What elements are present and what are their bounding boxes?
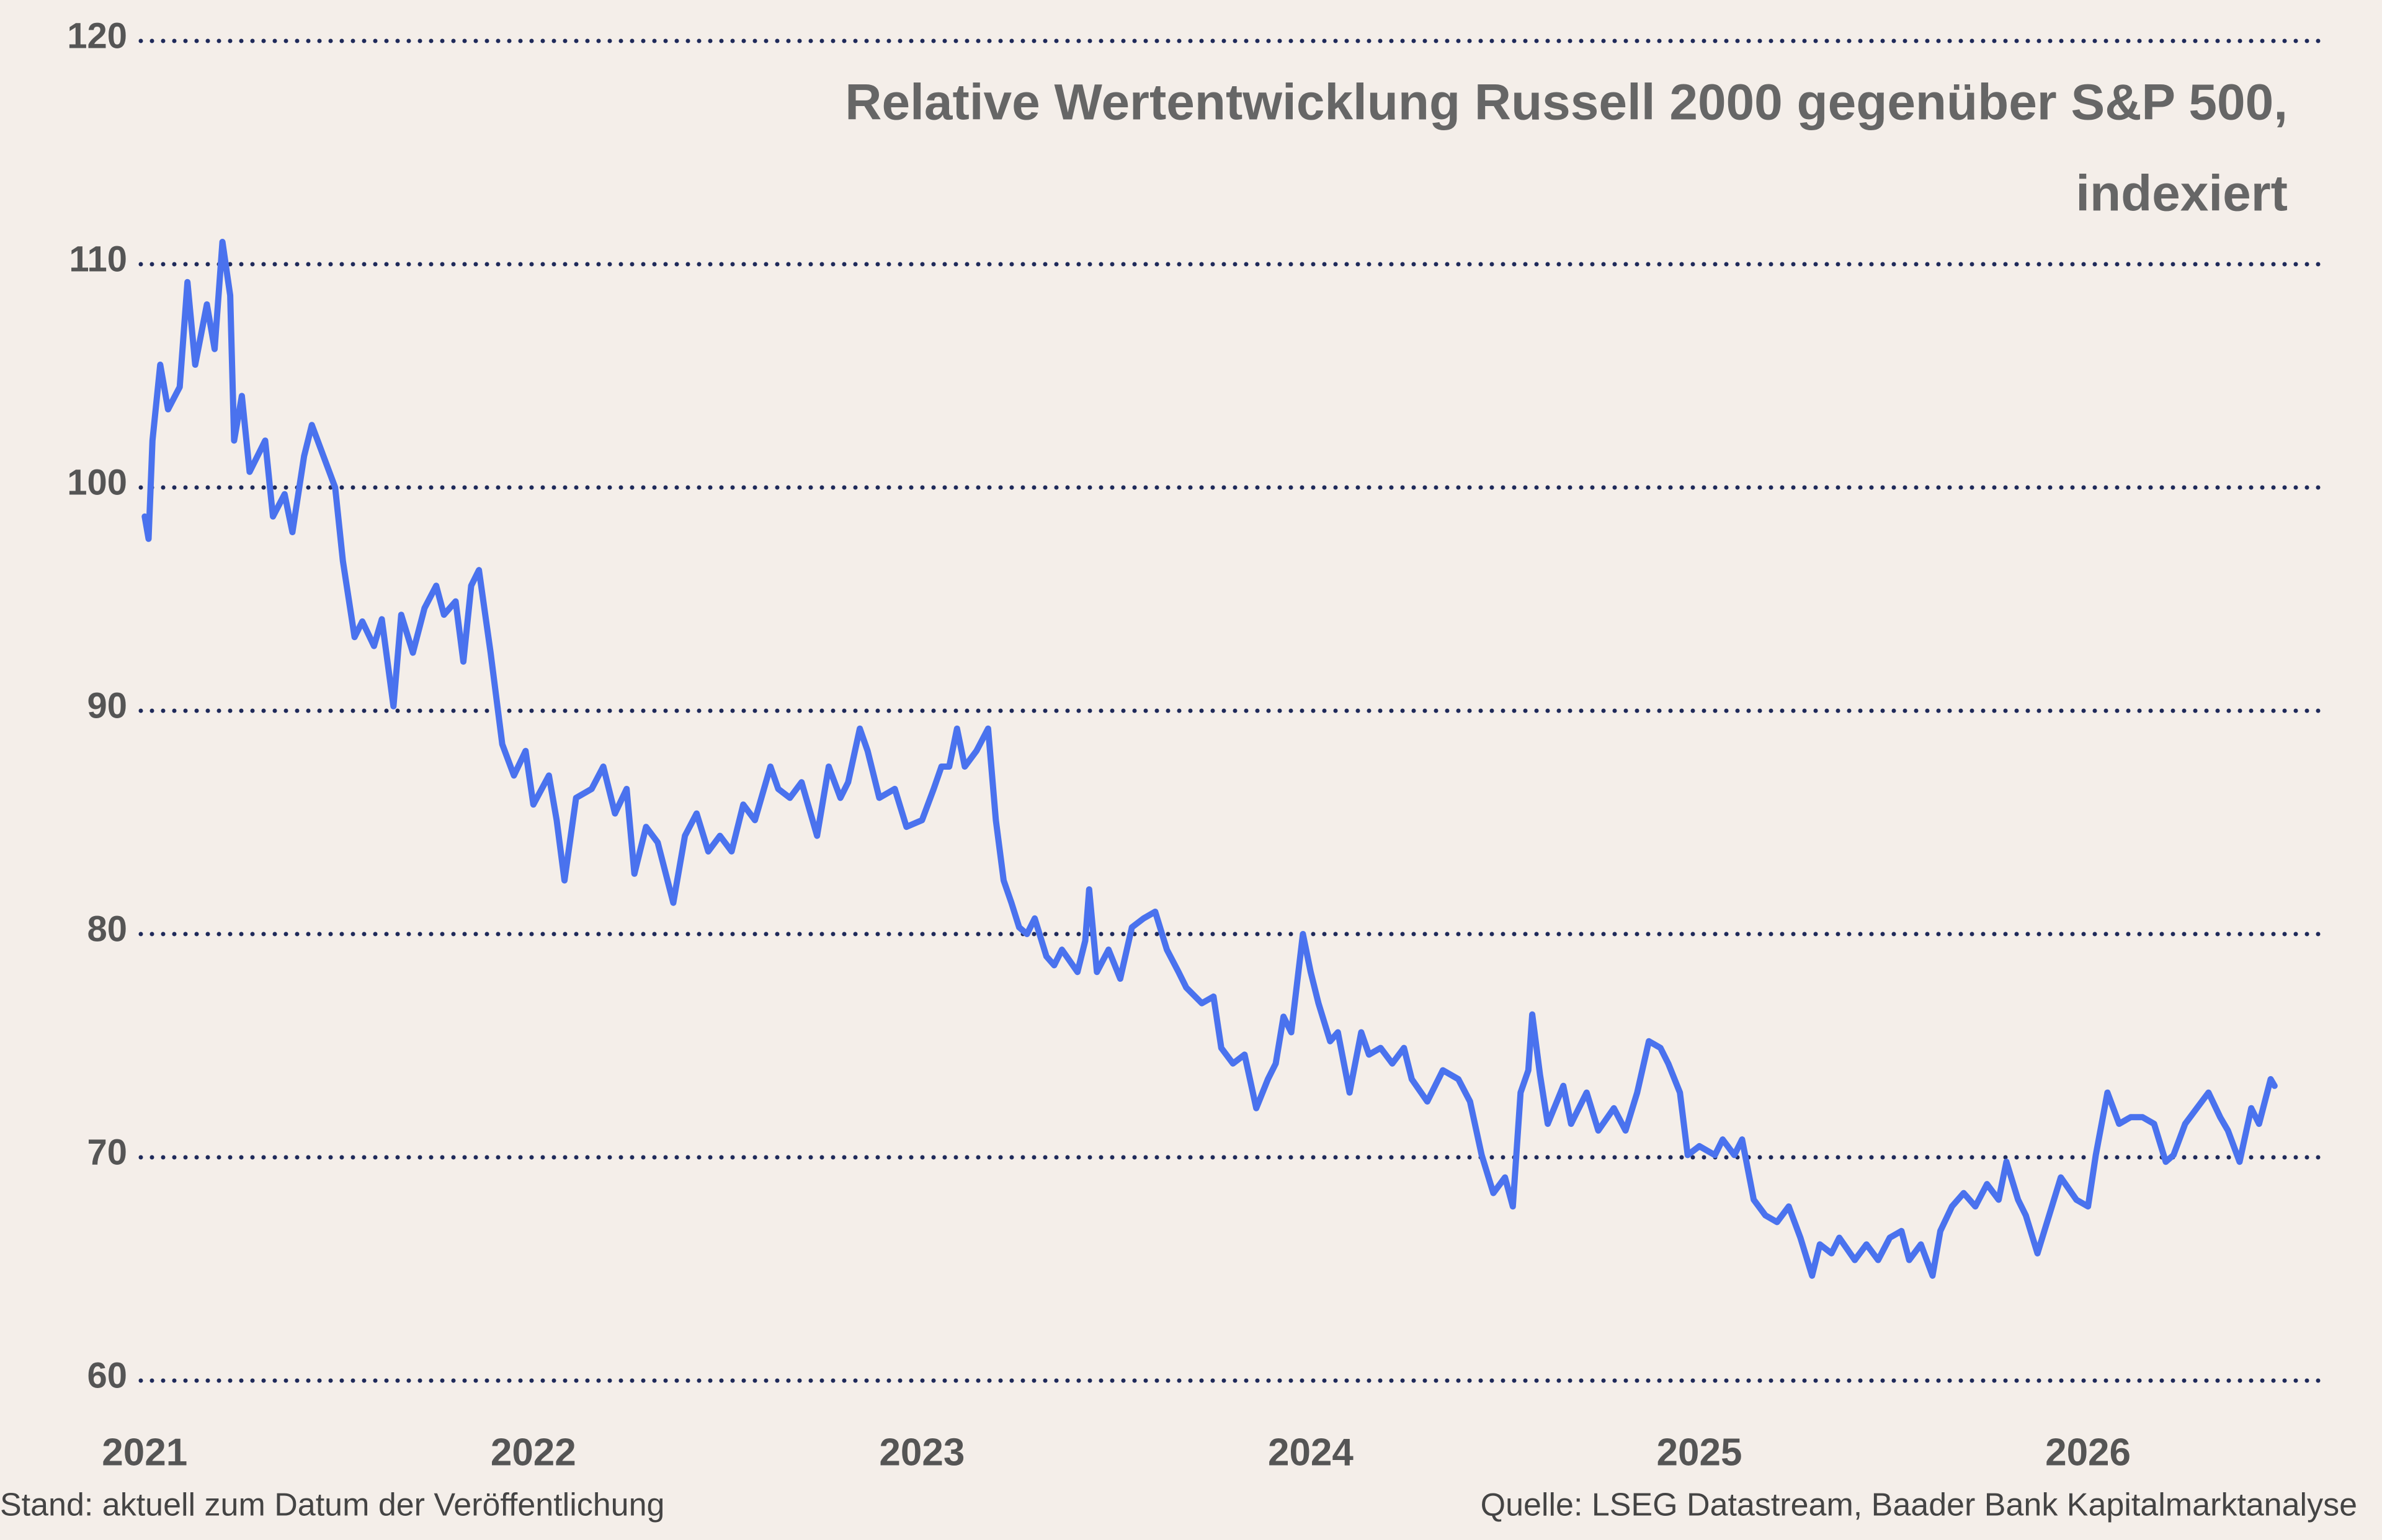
x-tick-label: 2026 — [2045, 1431, 2131, 1474]
y-tick-label: 70 — [87, 1132, 127, 1172]
footnote: Stand: aktuell zum Datum der Veröffentli… — [0, 1487, 664, 1523]
x-tick-label: 2021 — [102, 1431, 187, 1474]
x-tick-label: 2024 — [1268, 1431, 1354, 1474]
source: Quelle: LSEG Datastream, Baader Bank Kap… — [1481, 1487, 2357, 1523]
y-tick-label: 60 — [87, 1355, 127, 1395]
x-tick-label: 2025 — [1657, 1431, 1742, 1474]
y-tick-label: 90 — [87, 685, 127, 726]
x-tick-label: 2022 — [491, 1431, 576, 1474]
y-tick-label: 120 — [67, 16, 127, 56]
x-tick-label: 2023 — [879, 1431, 965, 1474]
chart-title: indexiert — [2076, 166, 2288, 222]
y-tick-label: 110 — [69, 239, 127, 279]
y-tick-label: 100 — [67, 462, 127, 502]
chart-title: Relative Wertentwicklung Russell 2000 ge… — [845, 74, 2288, 131]
data-line — [141, 239, 2278, 1279]
y-tick-label: 80 — [87, 909, 127, 949]
